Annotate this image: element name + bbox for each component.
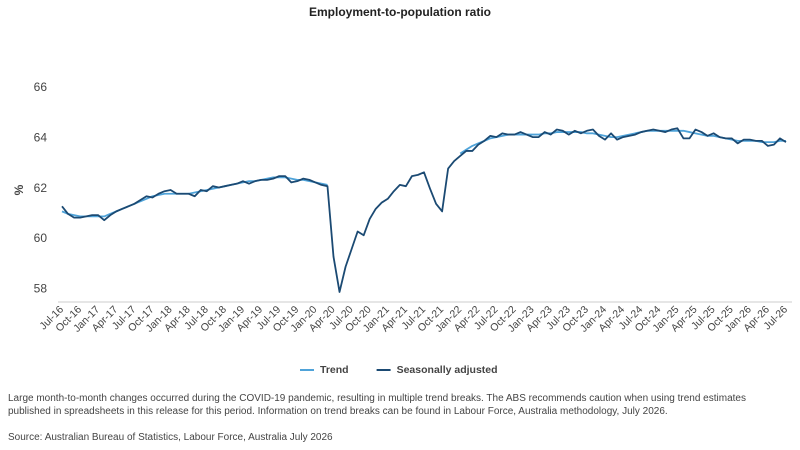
y-tick-label: 64 <box>34 131 48 145</box>
y-tick-label: 58 <box>34 282 48 296</box>
y-tick-label: 60 <box>34 231 48 245</box>
source: Source: Australian Bureau of Statistics,… <box>8 432 333 443</box>
note: Large month-to-month changes occurred du… <box>8 393 746 417</box>
chart-title: Employment-to-population ratio <box>309 5 491 19</box>
legend-label: Seasonally adjusted <box>397 364 498 376</box>
chart: Employment-to-population ratio % 58 60 62 6… <box>12 5 792 376</box>
y-axis-label: % <box>12 184 26 195</box>
y-tick-label: 62 <box>34 181 48 195</box>
legend-label: Trend <box>320 364 349 376</box>
series-line <box>61 127 787 293</box>
y-tick-label: 66 <box>34 80 48 94</box>
